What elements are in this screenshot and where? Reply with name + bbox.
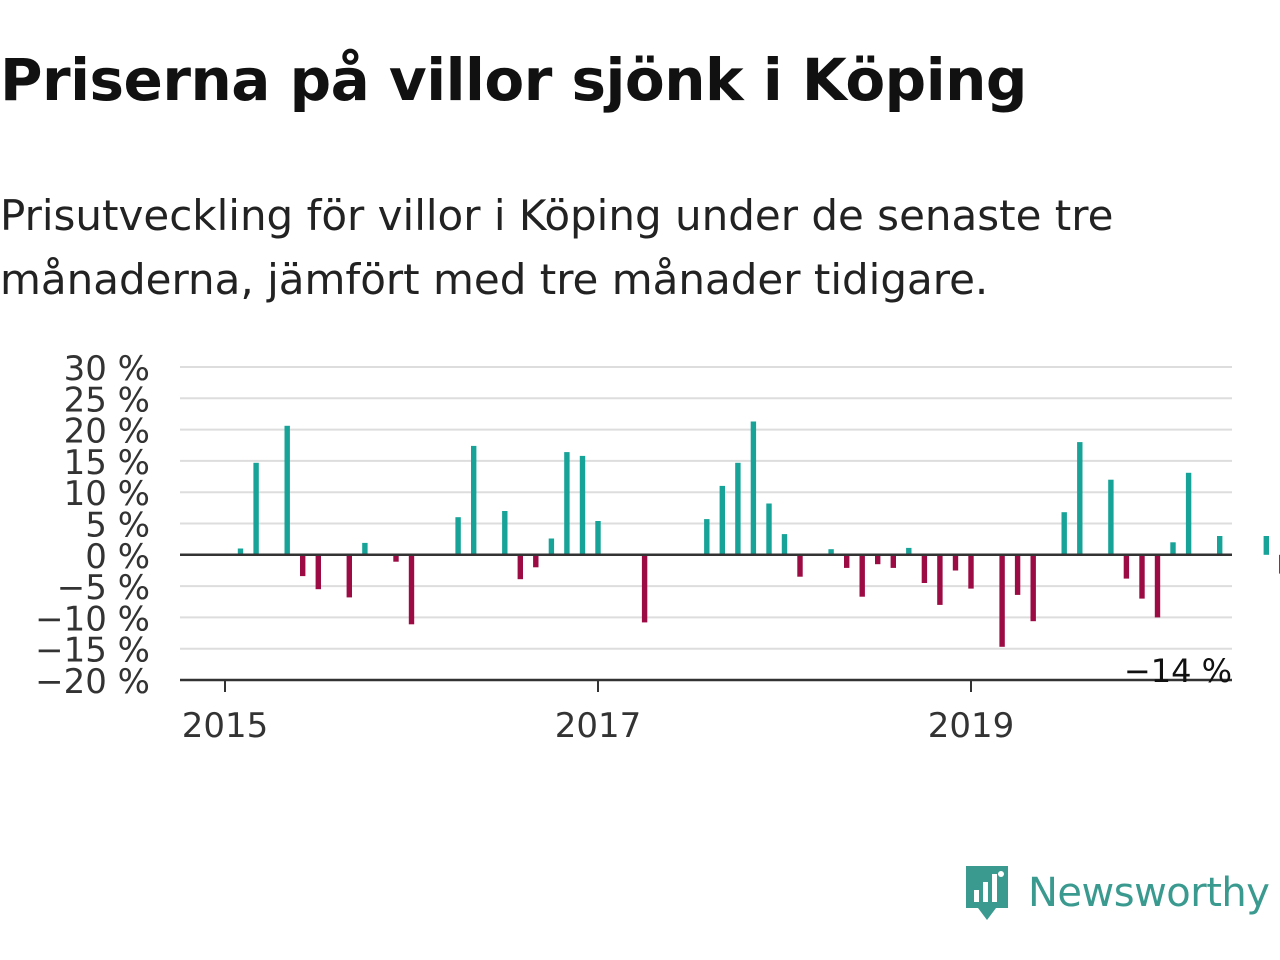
bar	[517, 554, 523, 580]
y-tick-label: 20 %	[64, 412, 150, 452]
bar	[595, 521, 601, 555]
bar	[828, 549, 834, 555]
y-tick-label: 5 %	[85, 506, 150, 546]
y-axis-labels: 30 %25 %20 %15 %10 %5 %0 %−5 %−10 %−15 %…	[35, 349, 150, 702]
bar	[641, 554, 648, 623]
y-tick-label: −5 %	[57, 568, 150, 608]
bar	[362, 542, 368, 555]
grid-lines	[180, 366, 1232, 650]
bar	[408, 554, 415, 625]
bar	[1030, 554, 1036, 622]
y-tick-label: 25 %	[64, 380, 150, 420]
bar	[968, 554, 974, 589]
x-tick-label: 2017	[555, 706, 642, 746]
bar	[1108, 479, 1114, 555]
bar	[1123, 554, 1130, 579]
bar	[890, 554, 896, 568]
bar	[471, 445, 477, 555]
y-tick-label: 15 %	[64, 443, 150, 483]
bar	[564, 452, 570, 555]
chart-subtitle: Prisutveckling för villor i Köping under…	[0, 191, 1114, 304]
bar	[952, 554, 959, 571]
chart-title: Priserna på villor sjönk i Köping	[0, 46, 1027, 114]
bar	[750, 421, 757, 555]
x-tick-label: 2015	[182, 706, 269, 746]
bar	[237, 548, 244, 555]
newsworthy-logo-icon	[966, 866, 1008, 920]
bar	[1217, 536, 1223, 555]
bar	[548, 538, 555, 555]
bar	[844, 554, 850, 568]
y-tick-label: −20 %	[35, 662, 150, 702]
bar	[781, 534, 788, 555]
bar	[1077, 442, 1083, 555]
bar	[1170, 542, 1176, 555]
bar	[1263, 536, 1269, 555]
bar	[1185, 472, 1192, 555]
bar	[1154, 554, 1161, 618]
bar	[797, 554, 803, 577]
bar	[455, 517, 461, 555]
bar-chart: 30 %25 %20 %15 %10 %5 %0 %−5 %−10 %−15 %…	[35, 349, 1280, 746]
y-tick-label: 0 %	[85, 537, 150, 577]
bar	[735, 462, 741, 555]
bar	[300, 554, 306, 577]
y-tick-label: 30 %	[64, 349, 150, 389]
bar	[284, 425, 290, 555]
bar	[999, 554, 1005, 647]
axes	[180, 553, 1232, 692]
bar	[502, 511, 508, 555]
bar	[906, 547, 912, 555]
bar	[393, 554, 399, 562]
bar	[533, 554, 539, 568]
bar	[719, 485, 725, 555]
bar	[766, 503, 772, 555]
y-tick-label: −10 %	[35, 599, 150, 639]
last-value-annotation: −14 %	[1124, 652, 1232, 690]
bar	[579, 455, 586, 555]
bar	[875, 554, 881, 565]
brand-name: Newsworthy	[1028, 870, 1270, 916]
bar	[346, 554, 352, 598]
bars	[237, 421, 1280, 647]
x-tick-label: 2019	[928, 706, 1015, 746]
bar	[315, 554, 321, 590]
bar	[921, 554, 928, 583]
bar	[1139, 554, 1145, 599]
bar	[704, 519, 710, 555]
y-tick-label: 10 %	[64, 474, 150, 514]
y-tick-label: −15 %	[35, 631, 150, 671]
newsworthy-logo: Newsworthy	[962, 862, 1270, 924]
bar	[937, 554, 943, 605]
bar	[1014, 554, 1021, 595]
bar	[859, 554, 865, 597]
x-axis-labels: 201520172019202120232025	[182, 706, 1015, 746]
bar	[1061, 512, 1067, 555]
bar	[253, 462, 259, 555]
